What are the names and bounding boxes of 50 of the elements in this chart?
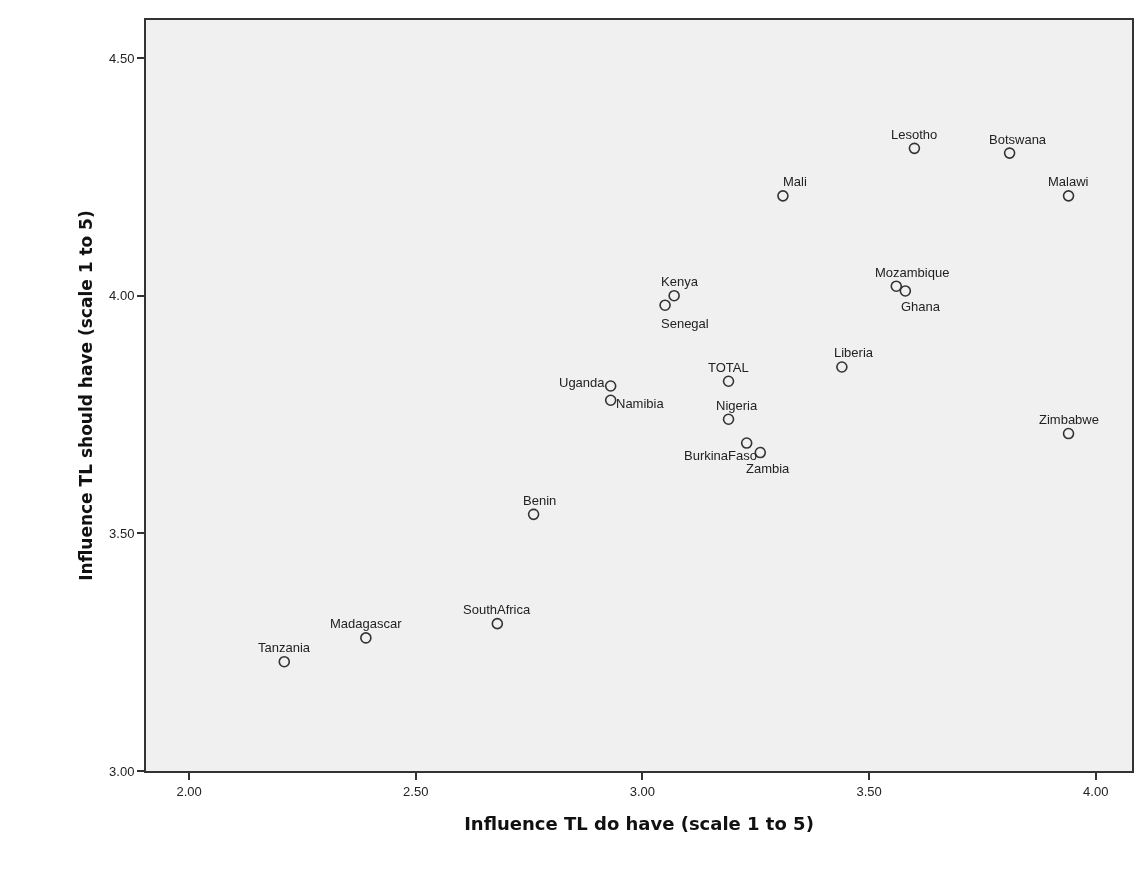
x-tick-label: 2.00 <box>176 783 202 799</box>
annotation: Mozambique <box>875 265 950 280</box>
point <box>659 299 671 311</box>
point <box>740 437 753 449</box>
annotation: Tanzania <box>258 640 311 655</box>
point <box>604 394 617 407</box>
point <box>491 617 504 630</box>
annotation: Uganda <box>559 375 606 390</box>
point <box>1062 190 1075 202</box>
point <box>836 361 848 373</box>
annotation: Senegal <box>661 316 709 331</box>
annotation: Malawi <box>1048 174 1089 189</box>
point <box>890 280 903 292</box>
annotation: Kenya <box>661 274 699 289</box>
annotation: Lesotho <box>891 127 938 142</box>
annotation: Benin <box>523 493 557 508</box>
x-tick-label: 4.00 <box>1083 783 1109 799</box>
point <box>908 142 921 155</box>
point <box>777 190 789 202</box>
x-axis-title: Influence TL do have (scale 1 to 5) <box>464 813 814 835</box>
point <box>604 380 617 392</box>
annotation: Ghana <box>901 299 941 314</box>
point <box>1062 427 1075 440</box>
annotation: BurkinaFaso <box>684 448 757 463</box>
annotation: Madagascar <box>330 616 403 631</box>
x-tick-label: 3.00 <box>629 783 656 799</box>
x-tick-label: 3.50 <box>856 783 882 799</box>
annotation: Nigeria <box>716 398 758 413</box>
x-tick-label: 2.50 <box>403 783 429 799</box>
point <box>360 632 372 644</box>
annotation: Botswana <box>989 132 1047 147</box>
y-tick-label: 3.00 <box>109 763 135 779</box>
annotation: TOTAL <box>708 360 749 375</box>
y-tick-label: 4.50 <box>109 50 135 66</box>
point <box>899 285 912 297</box>
point <box>722 375 735 388</box>
annotation: Zambia <box>746 461 791 476</box>
annotation: SouthAfrica <box>463 602 531 617</box>
point <box>527 508 540 521</box>
annotation: Liberia <box>834 345 874 360</box>
point <box>1003 147 1016 159</box>
annotation: Zimbabwe <box>1039 412 1099 427</box>
y-axis-title: Influence TL should have (scale 1 to 5) <box>76 210 97 581</box>
point <box>278 655 291 668</box>
point <box>722 413 735 426</box>
y-tick-label: 3.50 <box>109 525 135 541</box>
annotation: Mali <box>783 174 807 189</box>
point <box>668 289 680 302</box>
annotation: Namibia <box>616 396 665 411</box>
y-tick-label: 4.00 <box>109 288 135 304</box>
